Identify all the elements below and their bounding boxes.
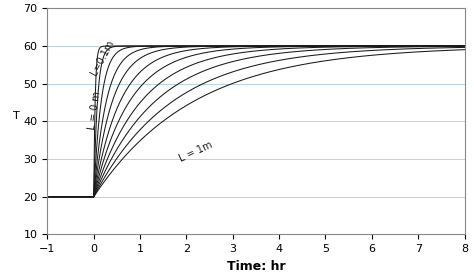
Text: L = 1m: L = 1m	[177, 140, 214, 163]
X-axis label: Time: hr: Time: hr	[227, 260, 285, 273]
Text: L=0.1m: L=0.1m	[89, 38, 116, 77]
Y-axis label: T: T	[13, 111, 20, 121]
Text: L = 0 m: L = 0 m	[87, 90, 102, 130]
